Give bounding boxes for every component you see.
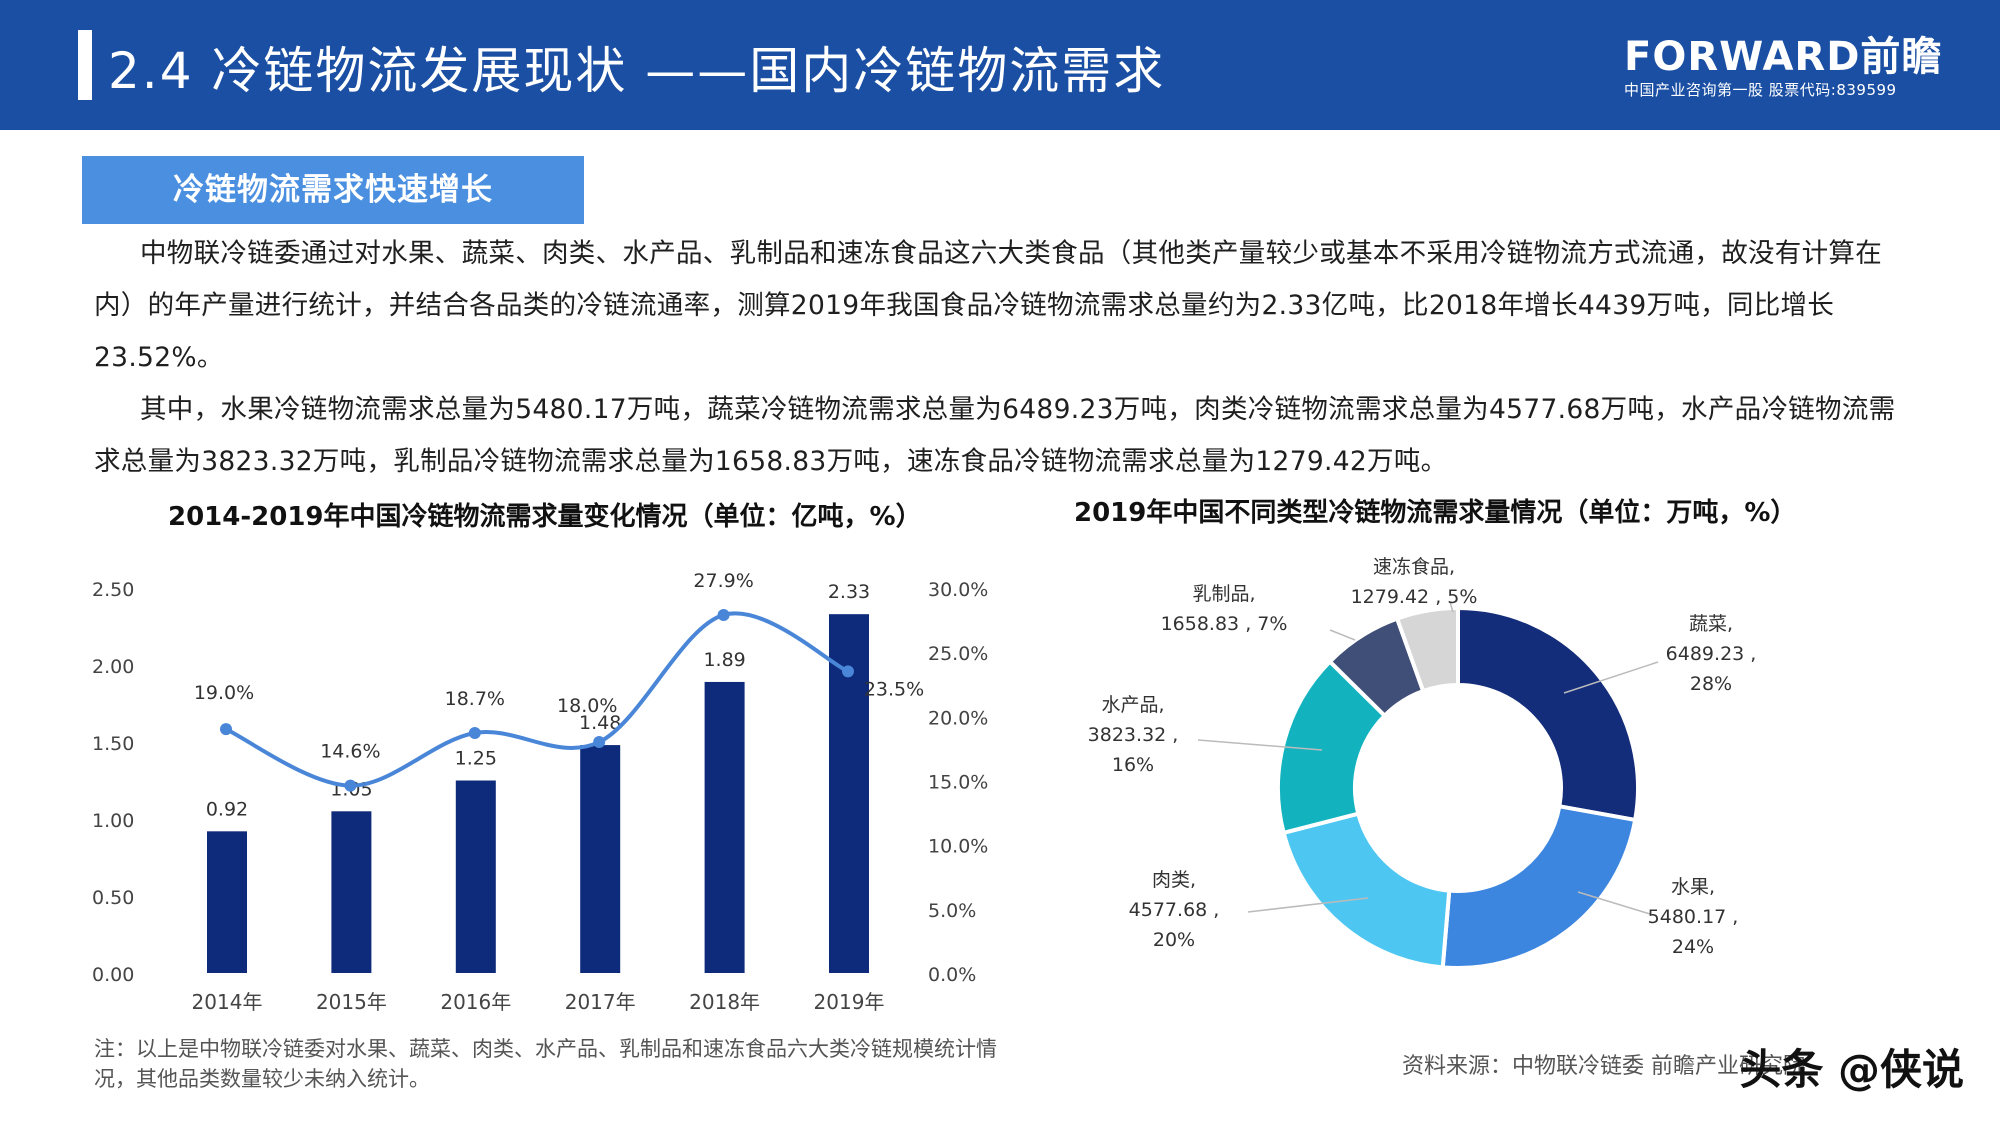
- x-tick-label: 2014年: [192, 990, 263, 1014]
- x-tick-label: 2016年: [440, 990, 511, 1014]
- slice-label-percent: 28%: [1690, 673, 1732, 695]
- bar-chart-title: 2014-2019年中国冷链物流需求量变化情况（单位：亿吨，%）: [168, 502, 922, 532]
- slice-leader-line: [1329, 629, 1356, 641]
- slice-label-percent: 20%: [1153, 929, 1195, 951]
- y-left-tick-label: 2.00: [92, 656, 134, 678]
- bar-value-label: 1.48: [579, 712, 621, 734]
- slice-leader-line: [1247, 897, 1369, 913]
- footnote: 注：以上是中物联冷链委对水果、蔬菜、肉类、水产品、乳制品和速冻食品六大类冷链规模…: [94, 1037, 997, 1091]
- pie-slice: [1281, 811, 1452, 970]
- forward-logo: FORWARD前瞻 中国产业咨询第一股 股票代码:839599: [1624, 34, 1943, 100]
- slice-label-value: 1279.42 , 5%: [1351, 586, 1478, 608]
- slice-label-value: 1658.83 , 7%: [1161, 613, 1288, 635]
- bar: [207, 831, 247, 973]
- y-right-tick-label: 30.0%: [928, 579, 988, 601]
- slice-label-value: 3823.32 ,: [1088, 724, 1179, 746]
- slice-label-percent: 24%: [1672, 936, 1714, 958]
- x-tick-label: 2019年: [814, 990, 885, 1014]
- y-left-tick-label: 1.50: [92, 733, 134, 755]
- pie-chart-title: 2019年中国不同类型冷链物流需求量情况（单位：万吨，%）: [1074, 498, 1797, 528]
- slice-label-name: 速冻食品,: [1373, 556, 1455, 578]
- slice-label-value: 4577.68 ,: [1129, 899, 1220, 921]
- logo-subtitle: 中国产业咨询第一股 股票代码:839599: [1624, 81, 1897, 99]
- line-value-label: 14.6%: [320, 741, 380, 763]
- bar: [455, 780, 496, 973]
- line-point: [468, 727, 481, 740]
- line-value-label: 27.9%: [693, 570, 753, 592]
- slice-label-percent: 16%: [1112, 754, 1154, 776]
- pie-slice: [1440, 803, 1638, 970]
- slice-label-value: 5480.17 ,: [1648, 906, 1739, 928]
- line-value-label: 23.5%: [864, 678, 924, 700]
- y-left-tick-label: 0.00: [92, 964, 134, 986]
- line-point: [842, 665, 854, 678]
- line-value-label: 18.0%: [557, 695, 617, 717]
- line-point: [220, 723, 232, 736]
- slice-leader-line: [1577, 891, 1651, 915]
- slice-leader-line: [1197, 739, 1323, 751]
- bar: [704, 681, 745, 973]
- x-tick-label: 2018年: [689, 990, 760, 1014]
- y-left-tick-label: 1.00: [92, 810, 134, 832]
- bar: [580, 745, 621, 973]
- slice-leader-line: [1449, 601, 1454, 613]
- slice-label-value: 6489.23 ,: [1666, 643, 1757, 665]
- slice-label-name: 水产品,: [1101, 694, 1164, 716]
- watermark-text: 头条 @侠说: [1739, 1045, 1964, 1094]
- x-tick-label: 2017年: [565, 990, 636, 1014]
- pie-slice: [1456, 605, 1640, 823]
- slice-label-name: 肉类,: [1152, 869, 1196, 891]
- bar: [331, 811, 372, 973]
- slice-leader-line: [1563, 661, 1659, 694]
- y-right-tick-label: 5.0%: [928, 900, 976, 922]
- line-value-label: 19.0%: [194, 682, 254, 704]
- y-left-tick-label: 2.50: [92, 579, 134, 601]
- y-right-tick-label: 0.0%: [928, 964, 976, 986]
- header-banner: 2.4 冷链物流发展现状 ——国内冷链物流需求 FORWARD前瞻 中国产业咨询…: [0, 0, 2000, 130]
- growth-line: [225, 611, 849, 788]
- slice-label-name: 乳制品,: [1192, 583, 1255, 605]
- paragraph-2: 其中，水果冷链物流需求总量为5480.17万吨，蔬菜冷链物流需求总量为6489.…: [94, 394, 1896, 477]
- y-right-tick-label: 15.0%: [928, 772, 988, 794]
- bar-value-label: 1.89: [703, 649, 745, 671]
- pie-slice: [1394, 605, 1460, 694]
- title-accent-bar: [78, 30, 92, 100]
- slice-label-name: 水果,: [1671, 876, 1715, 898]
- y-right-tick-label: 25.0%: [928, 643, 988, 665]
- bar-value-label: 1.25: [455, 748, 497, 770]
- line-value-label: 18.7%: [445, 688, 505, 710]
- line-point: [593, 736, 606, 748]
- x-tick-label: 2015年: [316, 990, 387, 1014]
- bar-value-label: 0.92: [206, 798, 248, 820]
- line-point: [344, 779, 357, 792]
- bar-value-label: 2.33: [828, 581, 870, 603]
- page-title: 2.4 冷链物流发展现状 ——国内冷链物流需求: [108, 42, 1166, 100]
- slice-label-name: 蔬菜,: [1689, 613, 1733, 635]
- source-text: 资料来源：中物联冷链委 前瞻产业研究院: [1402, 1054, 1805, 1079]
- logo-brand: FORWARD前瞻: [1624, 34, 1943, 80]
- line-point: [717, 608, 730, 621]
- paragraph-1: 中物联冷链委通过对水果、蔬菜、肉类、水产品、乳制品和速冻食品这六大类食品（其他类…: [94, 238, 1882, 373]
- section-tag: 冷链物流需求快速增长: [82, 156, 584, 224]
- y-right-tick-label: 20.0%: [928, 707, 988, 729]
- y-right-tick-label: 10.0%: [928, 836, 988, 858]
- y-left-tick-label: 0.50: [92, 887, 134, 909]
